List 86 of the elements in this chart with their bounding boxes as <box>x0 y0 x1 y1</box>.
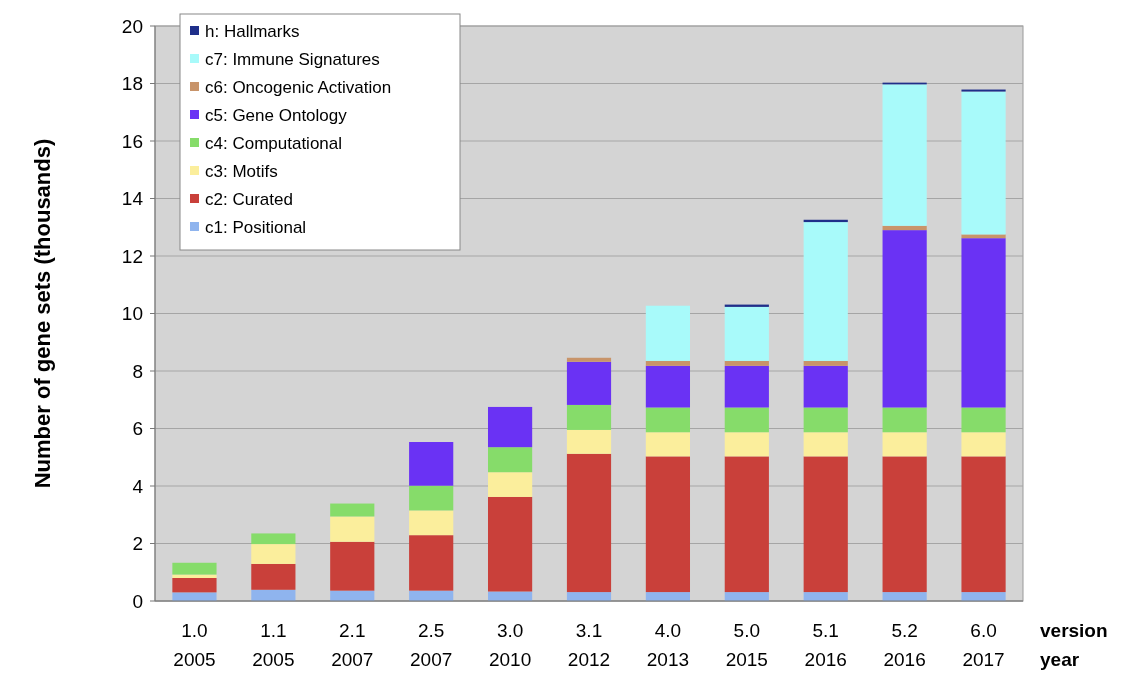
legend-label: c1: Positional <box>205 217 307 237</box>
x-tick-label: 3.0 2010 <box>488 620 532 670</box>
bar <box>961 89 1006 92</box>
bar <box>172 592 217 601</box>
bar <box>566 404 612 430</box>
bar <box>172 562 217 575</box>
bar <box>645 365 690 408</box>
y-tick-label: 6 <box>132 418 143 440</box>
x-tick-label: 2.1 2007 <box>331 620 374 670</box>
bar <box>803 432 848 457</box>
bar <box>251 533 296 545</box>
bar <box>488 447 533 473</box>
legend-label: h: Hallmarks <box>205 21 300 41</box>
bar <box>645 360 690 366</box>
bar <box>330 541 375 591</box>
x-tick-label: 2.5 2007 <box>410 620 453 670</box>
bar <box>488 406 533 448</box>
legend-label: c5: Gene Ontology <box>205 105 348 125</box>
bar <box>803 365 848 408</box>
bar <box>803 456 848 593</box>
y-tick-label: 18 <box>121 73 143 95</box>
bar <box>961 238 1006 408</box>
bar <box>724 360 769 366</box>
bar <box>961 456 1006 593</box>
bar <box>330 503 375 517</box>
x-tick-label: 1.1 2005 <box>252 620 295 670</box>
bar <box>645 407 690 433</box>
x-tick-label: 5.2 2016 <box>883 620 926 670</box>
bar <box>409 535 454 591</box>
bar <box>724 407 769 433</box>
bar <box>803 407 848 433</box>
bar <box>961 407 1006 433</box>
bar <box>645 432 690 457</box>
bar <box>566 361 612 405</box>
bar <box>882 230 927 408</box>
y-tick-label: 2 <box>132 533 143 555</box>
bar <box>961 592 1006 601</box>
bar <box>566 453 612 593</box>
bar <box>882 407 927 433</box>
bar <box>803 360 848 366</box>
legend-label: c3: Motifs <box>205 161 278 181</box>
bar <box>488 472 533 497</box>
bar <box>251 563 296 590</box>
bar <box>409 485 454 511</box>
bar <box>882 225 927 231</box>
bar <box>724 456 769 593</box>
x-axis-title: version year <box>1040 620 1108 670</box>
legend-label: c2: Curated <box>205 189 293 209</box>
bar <box>961 91 1006 235</box>
y-tick-label: 20 <box>121 15 143 37</box>
bar <box>251 544 296 564</box>
bar <box>882 84 927 226</box>
bar <box>409 510 454 536</box>
y-tick-label: 12 <box>121 245 143 267</box>
bar <box>488 496 533 592</box>
bar <box>172 578 217 593</box>
x-tick-label: 3.1 2012 <box>567 620 611 670</box>
bar <box>961 432 1006 457</box>
bar <box>724 306 769 361</box>
y-tick-label: 0 <box>132 590 143 612</box>
legend-label: c6: Oncogenic Activation <box>205 77 392 97</box>
bar <box>803 222 848 361</box>
y-tick-label: 16 <box>121 130 143 152</box>
y-tick-label: 14 <box>121 188 144 210</box>
x-tick-label: 5.1 2016 <box>804 620 847 670</box>
y-tick-label: 8 <box>132 360 143 382</box>
x-tick-label: 1.0 2005 <box>173 620 216 670</box>
bar <box>330 516 375 542</box>
bar <box>409 442 454 486</box>
bar <box>645 305 690 361</box>
bar <box>882 456 927 593</box>
bar <box>882 432 927 457</box>
x-tick-label: 6.0 2017 <box>962 620 1005 670</box>
bar <box>566 429 612 454</box>
y-tick-label: 10 <box>121 303 143 325</box>
y-axis-title: Number of gene sets (thousands) <box>30 138 55 489</box>
x-tick-label: 5.0 2015 <box>725 620 768 670</box>
bar <box>724 432 769 457</box>
legend-label: c7: Immune Signatures <box>205 49 380 69</box>
y-tick-label: 4 <box>132 475 144 497</box>
x-tick-label: 4.0 2013 <box>646 620 690 670</box>
bar <box>566 357 612 362</box>
bar <box>724 365 769 408</box>
bar <box>961 234 1006 239</box>
legend-label: c4: Computational <box>205 133 343 153</box>
bar <box>645 456 690 593</box>
